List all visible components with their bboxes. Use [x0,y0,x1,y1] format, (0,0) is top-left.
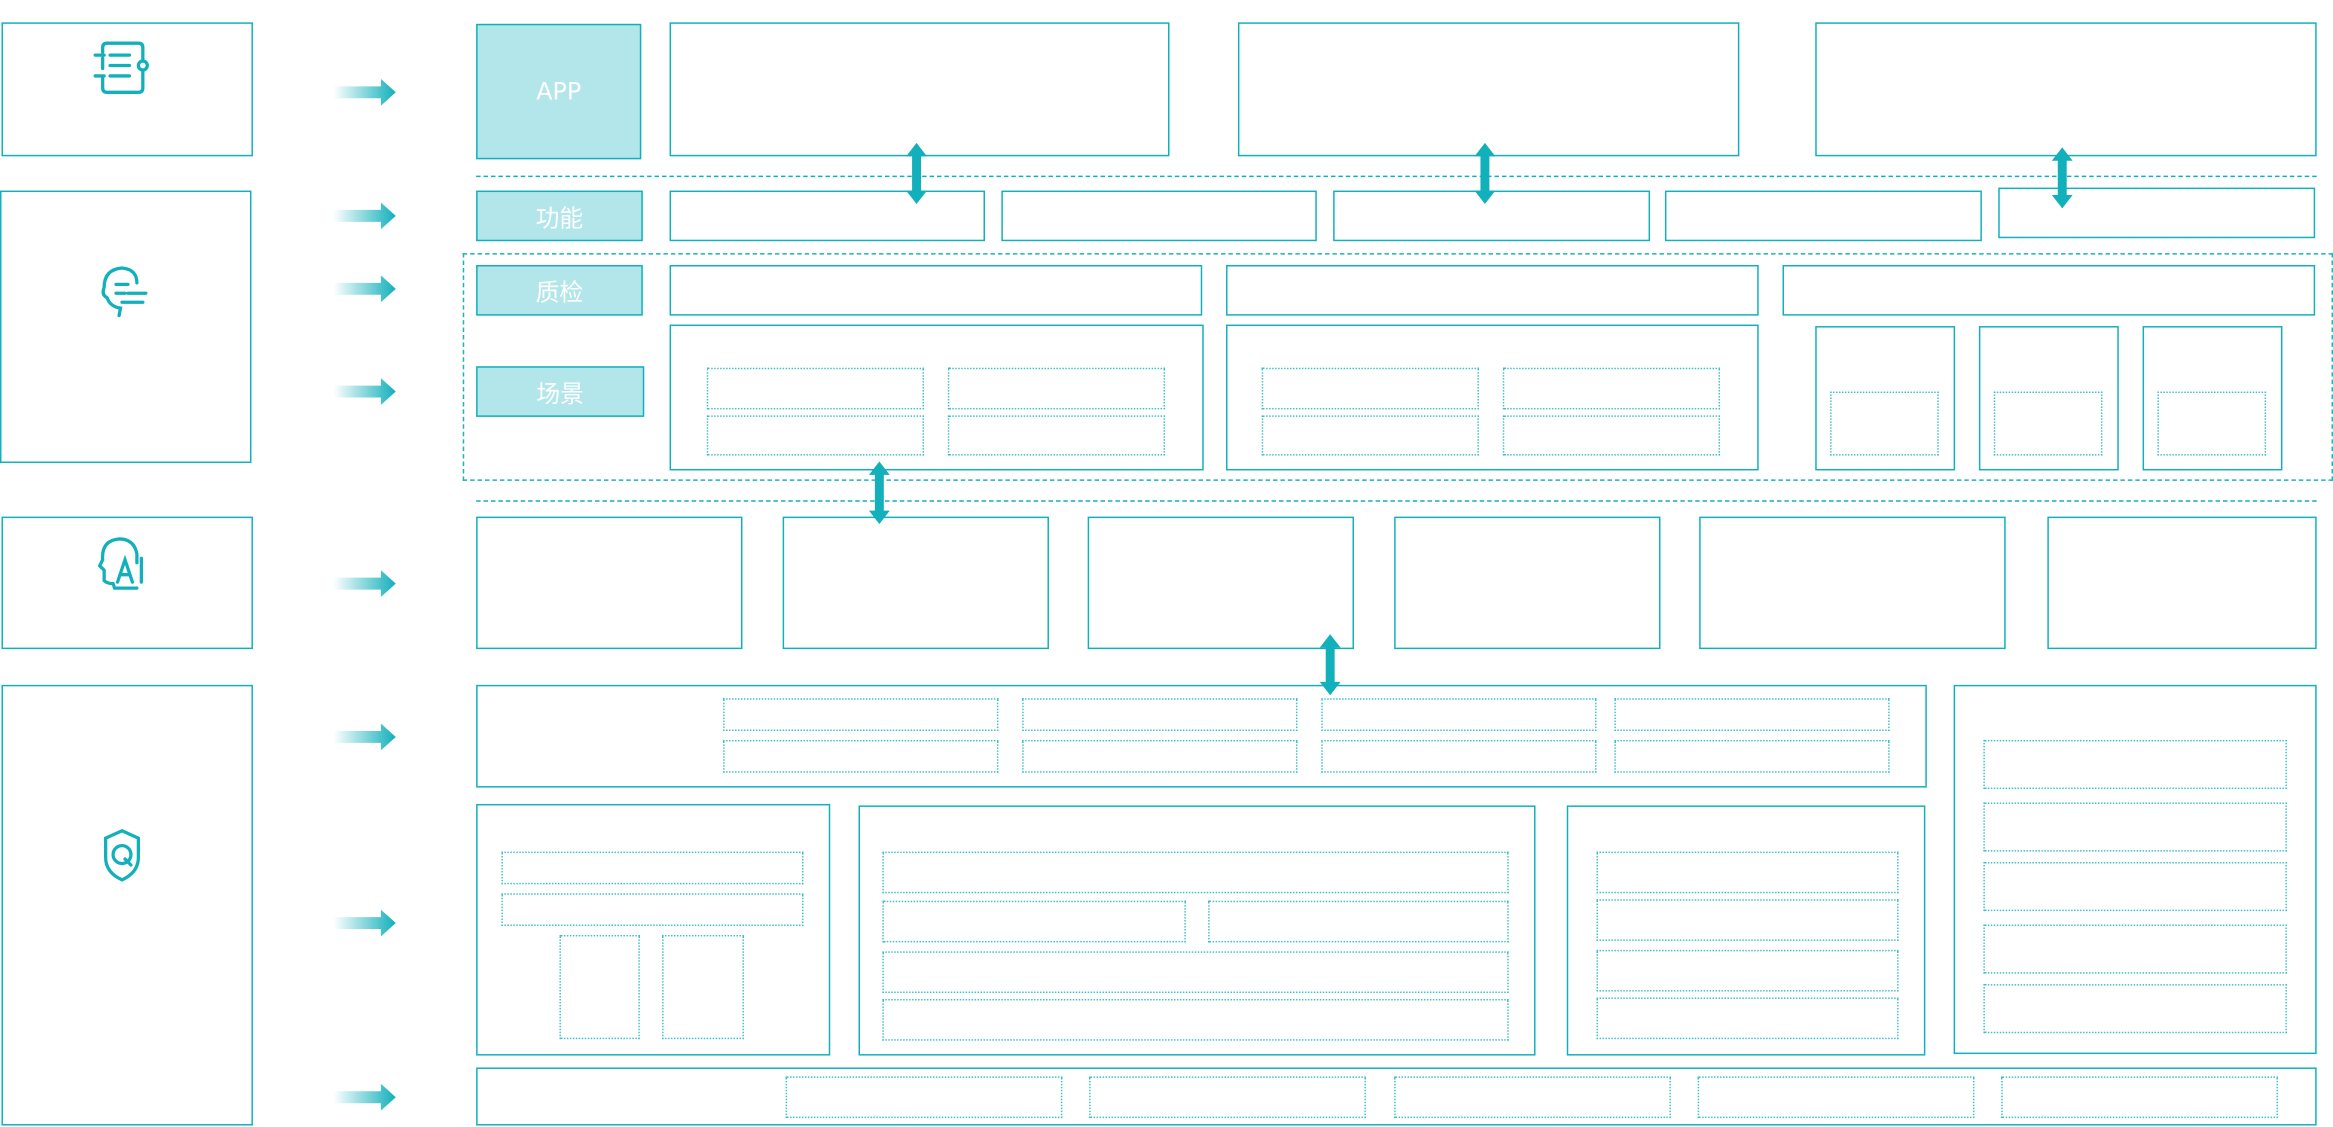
double-arrow-icon [1474,142,1496,204]
layer-divider [476,175,2317,178]
document-list-icon [93,41,149,94]
arrow-right-icon [333,275,396,303]
scene-small-item [1830,391,1939,456]
quality-scene-group [462,253,2333,481]
arrow-right-icon [333,1083,396,1111]
function-box [1001,190,1317,242]
platform-module-box [858,805,1536,1056]
scene-box [669,324,1204,471]
ai-box [1394,516,1661,650]
platform-bottom-item [2001,1076,2278,1119]
scene-small-box [2142,326,2283,471]
platform-item [1321,698,1597,732]
quality-check-box [1782,265,2316,316]
platform-module-box [476,803,831,1056]
scene-small-box [1978,326,2119,471]
quality-check-box [1226,265,1759,316]
module-item [1596,851,1899,894]
arrow-right-icon [333,202,396,230]
module-item [1596,899,1899,941]
layer-label-scene: 场景 [476,366,645,417]
platform-right-item [1983,862,2287,912]
scene-box [1226,324,1759,471]
layer-label-app: APP [476,23,642,160]
platform-right-box [1953,684,2317,1055]
module-item [501,893,804,927]
platform-item [1022,739,1298,773]
module-item [559,934,640,1040]
double-arrow-icon [868,461,890,525]
ai-head-icon [97,537,143,590]
scene-item [1502,367,1721,410]
platform-module-box [1566,805,1926,1056]
app-box [669,22,1170,157]
ai-box [782,516,1049,650]
scene-small-box [1815,326,1956,471]
layer-label-quality-check: 质检 [476,265,643,316]
module-item [882,951,1509,994]
double-arrow-icon [2051,147,2073,209]
arrow-right-icon [333,570,396,598]
module-item [882,851,1509,894]
layer-box-service [0,190,252,464]
platform-bottom-item [1394,1076,1671,1119]
double-arrow-icon [906,142,927,204]
scene-item [706,367,924,410]
platform-right-item [1983,924,2287,974]
shield-q-icon [104,828,141,882]
function-box [669,190,985,242]
scene-item [947,415,1166,456]
layer-divider [476,500,2317,502]
ai-box [1087,516,1354,650]
platform-top-box [476,684,1927,788]
ai-box [1699,516,2006,650]
arrow-right-icon [333,378,396,405]
layer-label-function: 功能 [476,190,643,242]
platform-right-item [1983,802,2287,852]
platform-right-item [1983,984,2287,1034]
platform-bottom-item [785,1076,1063,1119]
arrow-right-icon [333,78,396,106]
module-item [501,851,804,885]
module-item [882,998,1509,1041]
layer-box-platform [1,684,253,1126]
module-item [662,934,744,1040]
scene-small-item [1993,391,2103,456]
platform-right-item [1983,739,2287,790]
scene-small-item [2157,391,2267,456]
platform-item [1321,739,1597,773]
ai-box [476,516,743,650]
module-item [1596,949,1899,992]
scene-item [706,415,924,456]
function-box [1998,187,2316,239]
arrow-right-icon [333,723,396,751]
scene-item [1502,415,1721,456]
platform-item [1614,698,1890,732]
platform-item [1022,698,1298,732]
platform-item [723,739,999,773]
quality-check-box [669,265,1203,316]
scene-item [1261,367,1479,410]
module-item [1208,900,1509,943]
scene-item [947,367,1166,410]
module-item [882,900,1186,943]
app-box [1237,22,1740,157]
scene-item [1261,415,1479,456]
function-box [1664,190,1982,242]
head-speech-icon [101,266,148,318]
function-box [1333,190,1651,242]
platform-bottom-item [1089,1076,1366,1119]
platform-bottom-item [1697,1076,1975,1119]
double-arrow-icon [1319,634,1341,696]
ai-box [2047,516,2317,650]
module-item [1596,997,1899,1040]
platform-item [1614,739,1890,773]
app-box [1815,22,2317,157]
arrow-right-icon [333,909,396,937]
platform-item [723,698,999,732]
